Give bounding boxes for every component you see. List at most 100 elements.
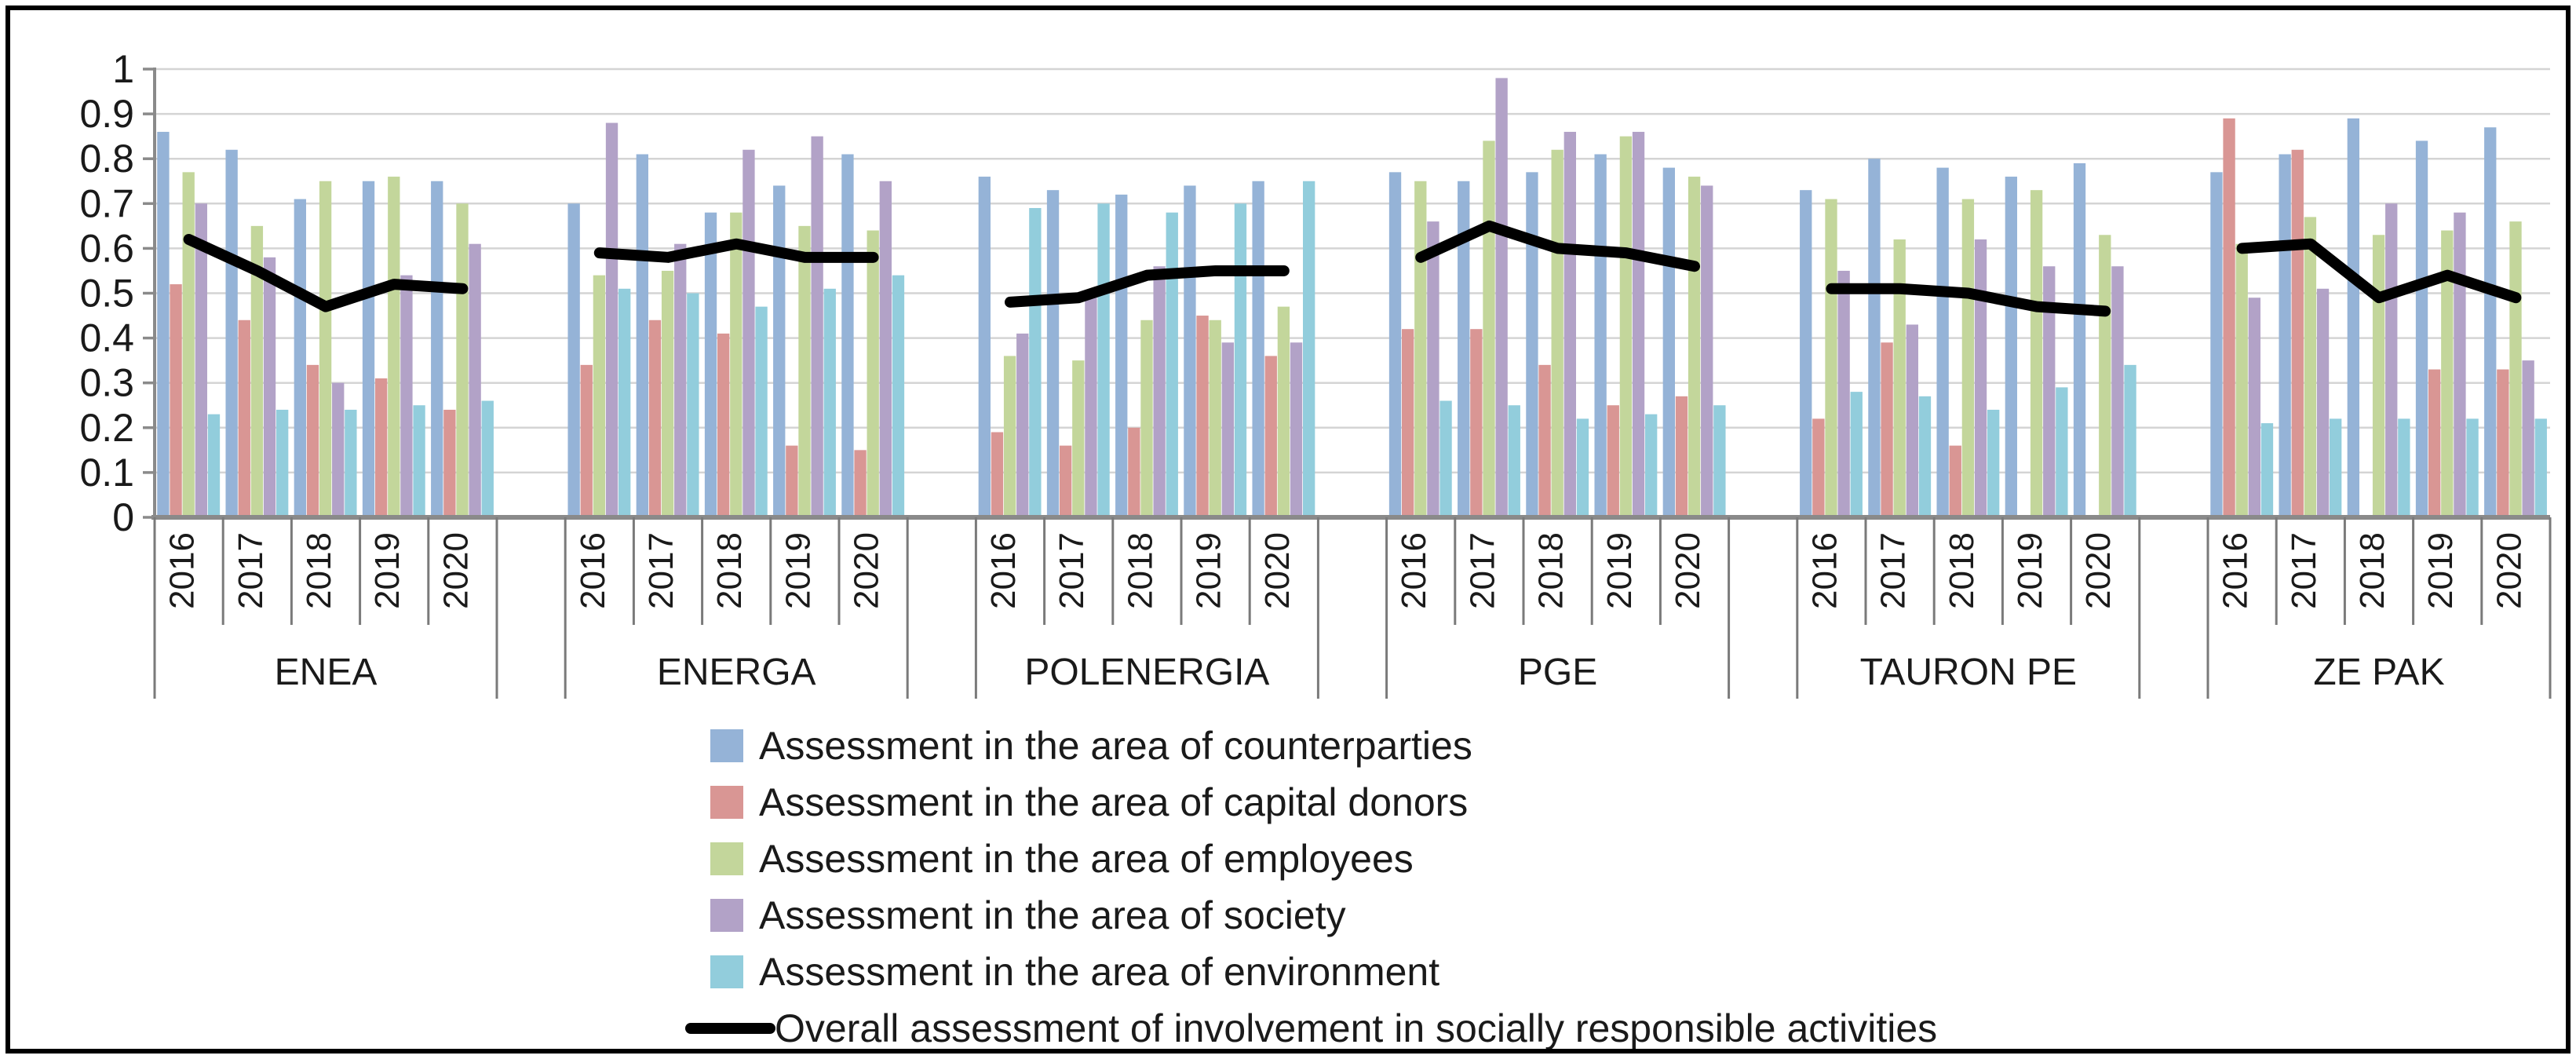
bar bbox=[1234, 203, 1247, 517]
bar bbox=[1166, 212, 1178, 517]
bar bbox=[2441, 230, 2454, 517]
bar bbox=[2210, 172, 2223, 517]
year-label: 2016 bbox=[1805, 532, 1844, 609]
bar bbox=[2497, 369, 2509, 517]
company-label: ZE PAK bbox=[2313, 652, 2444, 693]
bar bbox=[1918, 396, 1932, 517]
y-axis-label: 0.7 bbox=[79, 181, 134, 225]
year-label: 2018 bbox=[710, 532, 749, 609]
bar bbox=[1594, 154, 1607, 518]
bar bbox=[2235, 243, 2248, 517]
bar bbox=[1302, 181, 1315, 517]
bar bbox=[593, 275, 606, 517]
company-label: ENEA bbox=[275, 652, 378, 693]
bar bbox=[1632, 131, 1645, 517]
y-axis-label: 0.6 bbox=[79, 226, 134, 270]
bar bbox=[991, 432, 1004, 517]
bar bbox=[867, 230, 879, 517]
y-axis-label: 0.8 bbox=[79, 137, 134, 181]
company-label: ENERGA bbox=[657, 652, 816, 693]
overall-assessment-line bbox=[1005, 265, 1290, 308]
bar bbox=[375, 378, 388, 517]
bar bbox=[238, 320, 250, 517]
bar bbox=[811, 136, 823, 517]
year-label: 2016 bbox=[2217, 532, 2255, 609]
bar bbox=[263, 257, 276, 517]
bar bbox=[704, 212, 717, 517]
year-label: 2016 bbox=[1395, 532, 1433, 609]
overall-assessment-line bbox=[1415, 220, 1700, 272]
bar bbox=[388, 177, 400, 518]
bar bbox=[2111, 266, 2124, 517]
legend-label: Assessment in the area of environment bbox=[759, 950, 1439, 994]
bar bbox=[786, 445, 798, 517]
legend-square-swatch-icon bbox=[710, 786, 743, 819]
y-axis-label: 0.2 bbox=[79, 406, 134, 450]
bar bbox=[250, 225, 264, 517]
year-label: 2019 bbox=[1190, 532, 1228, 609]
company-label: POLENERGIA bbox=[1024, 652, 1269, 693]
bar bbox=[2073, 163, 2086, 517]
bar bbox=[1458, 181, 1470, 517]
bar bbox=[170, 284, 182, 517]
overall-assessment-line bbox=[593, 238, 879, 263]
year-label: 2020 bbox=[848, 532, 886, 609]
bar bbox=[1688, 177, 1701, 518]
bar bbox=[2329, 418, 2342, 517]
bar bbox=[1576, 418, 1589, 517]
bar bbox=[2466, 418, 2479, 517]
bar bbox=[1607, 405, 1619, 517]
year-label: 2018 bbox=[300, 532, 338, 609]
year-label: 2020 bbox=[2079, 532, 2118, 609]
bar bbox=[2428, 369, 2441, 517]
bar bbox=[2124, 364, 2136, 517]
legend-label: Overall assessment of involvement in soc… bbox=[775, 1006, 1937, 1050]
legend-label: Assessment in the area of employees bbox=[759, 837, 1414, 881]
bar bbox=[1800, 190, 1812, 518]
bar bbox=[1495, 78, 1508, 518]
bar bbox=[892, 275, 905, 517]
overall-assessment-line bbox=[2236, 238, 2522, 304]
bar bbox=[207, 414, 221, 517]
year-label: 2020 bbox=[1669, 532, 1707, 609]
bar bbox=[1949, 445, 1961, 517]
bar bbox=[1277, 306, 1290, 517]
bar bbox=[2291, 149, 2304, 517]
bar bbox=[1850, 392, 1863, 517]
bar bbox=[687, 293, 699, 517]
bar bbox=[1825, 199, 1837, 517]
bar bbox=[332, 382, 345, 517]
bar bbox=[225, 149, 238, 517]
bar bbox=[2030, 190, 2043, 518]
bar bbox=[2454, 212, 2466, 517]
bar bbox=[1402, 329, 1414, 517]
bar bbox=[674, 243, 687, 517]
bar bbox=[2522, 360, 2534, 517]
bar bbox=[2056, 387, 2068, 517]
bar bbox=[2534, 418, 2547, 517]
bar bbox=[2316, 288, 2330, 517]
bar bbox=[823, 288, 836, 517]
bar bbox=[1003, 356, 1016, 517]
bar bbox=[1128, 427, 1140, 517]
bar bbox=[1046, 190, 1060, 518]
bar bbox=[2415, 141, 2428, 518]
legend-label: Assessment in the area of counterparties bbox=[759, 724, 1472, 768]
bar bbox=[1427, 221, 1439, 517]
bar bbox=[1508, 405, 1520, 517]
y-axis-label: 0.9 bbox=[79, 92, 134, 136]
bar bbox=[2223, 118, 2235, 517]
bar bbox=[2248, 298, 2260, 517]
bar bbox=[879, 181, 892, 517]
company-label: TAURON PE bbox=[1860, 652, 2077, 693]
year-label: 2019 bbox=[2011, 532, 2049, 609]
year-label: 2016 bbox=[574, 532, 612, 609]
bar bbox=[1526, 172, 1538, 517]
bar bbox=[1644, 414, 1658, 517]
bar bbox=[1701, 185, 1713, 517]
bar bbox=[443, 409, 456, 517]
bar bbox=[1196, 316, 1209, 517]
bar bbox=[1551, 149, 1563, 517]
